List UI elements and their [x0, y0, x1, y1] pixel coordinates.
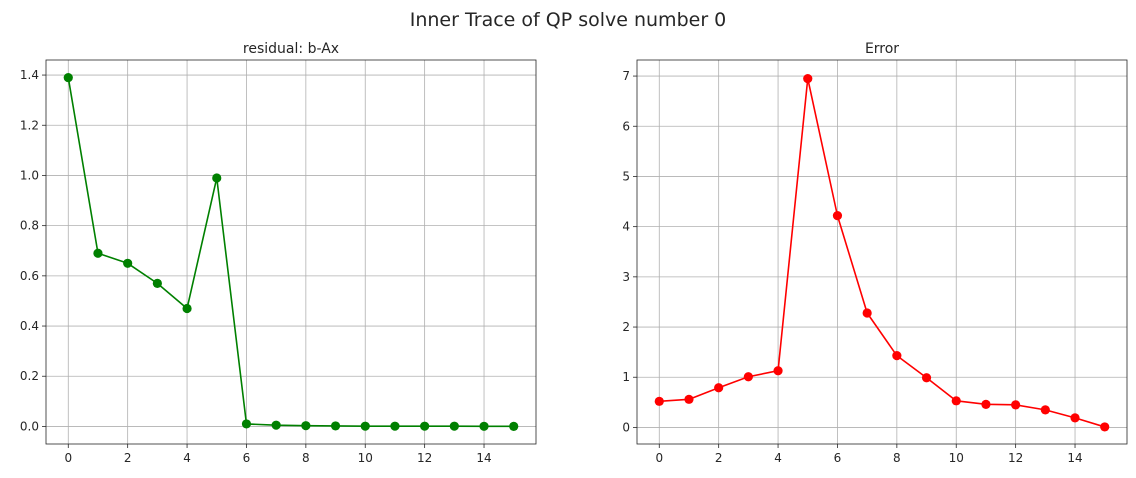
error-data-point	[862, 308, 872, 318]
residual-data-point	[212, 173, 222, 183]
residual-y-tick-label: 0.2	[20, 369, 39, 383]
residual-data-point	[449, 421, 459, 431]
error-data-point	[743, 372, 753, 382]
residual-x-tick-label: 6	[243, 451, 251, 465]
residual-y-tick-label: 1.4	[20, 68, 39, 82]
residual-x-tick-label: 0	[64, 451, 72, 465]
error-data-point	[892, 351, 902, 361]
residual-data-point	[301, 421, 311, 431]
error-x-tick-label: 4	[774, 451, 782, 465]
error-data-point	[951, 396, 961, 406]
residual-data-point	[63, 72, 73, 83]
error-data-point	[1070, 413, 1080, 423]
residual-data-point	[360, 421, 370, 431]
error-x-tick-label: 10	[949, 451, 964, 465]
error-x-tick-label: 0	[655, 451, 663, 465]
error-y-tick-label: 7	[622, 69, 630, 83]
error-x-tick-label: 2	[715, 451, 723, 465]
error-data-point	[684, 394, 694, 404]
residual-data-point	[390, 421, 400, 431]
error-series-line	[659, 77, 1105, 428]
error-data-point	[1040, 405, 1050, 415]
error-data-point	[773, 366, 783, 376]
residual-data-point	[241, 419, 252, 429]
residual-data-point	[182, 303, 192, 314]
residual-data-point	[152, 278, 162, 288]
error-x-tick-label: 6	[834, 451, 842, 465]
residual-chart-title: residual: b-Ax	[243, 41, 339, 57]
residual-data-point	[271, 420, 281, 430]
residual-series-line	[67, 77, 514, 428]
error-y-tick-label: 3	[622, 270, 630, 284]
residual-data-point	[330, 421, 341, 431]
residual-y-tick-label: 0.4	[20, 319, 39, 333]
residual-data-point	[93, 248, 103, 258]
residual-axes-frame	[45, 59, 537, 445]
residual-y-tick-label: 1.0	[20, 168, 39, 182]
error-x-tick-label: 14	[1067, 451, 1082, 465]
error-data-point	[981, 399, 991, 409]
residual-x-tick-label: 12	[417, 451, 432, 465]
error-chart-title: Error	[865, 41, 899, 57]
residual-y-tick-label: 1.2	[20, 118, 39, 132]
residual-x-tick-label: 14	[476, 451, 491, 465]
error-data-point	[832, 211, 843, 221]
error-y-tick-label: 6	[622, 119, 630, 133]
residual-y-tick-label: 0.8	[20, 219, 39, 233]
error-data-point	[803, 73, 813, 84]
residual-x-tick-label: 10	[358, 451, 373, 465]
error-x-tick-label: 8	[893, 451, 901, 465]
residual-data-point	[123, 258, 133, 268]
residual-data-point	[420, 421, 430, 431]
error-data-point	[1011, 400, 1021, 410]
residual-data-point	[479, 421, 489, 431]
error-y-tick-label: 5	[622, 169, 630, 183]
error-y-tick-label: 1	[622, 370, 630, 384]
error-x-tick-label: 12	[1008, 451, 1023, 465]
residual-data-point	[509, 421, 519, 431]
error-y-tick-label: 2	[622, 320, 630, 334]
residual-x-tick-label: 4	[183, 451, 191, 465]
error-y-tick-label: 0	[622, 420, 630, 434]
error-data-point	[654, 396, 664, 406]
error-y-tick-label: 4	[622, 220, 630, 234]
residual-y-tick-label: 0.6	[20, 269, 39, 283]
figure-title: Inner Trace of QP solve number 0	[410, 9, 727, 31]
error-data-point	[1100, 422, 1110, 432]
error-data-point	[921, 373, 932, 383]
error-data-point	[714, 383, 724, 393]
error-axes-frame	[636, 59, 1128, 445]
residual-chart: 0 2 4 6 8 10 12 14 0.0 0.2 0.4 0.6 0.8 1.0 1.2 1.4 resid…	[20, 41, 537, 465]
residual-x-tick-label: 2	[124, 451, 132, 465]
residual-x-tick-label: 8	[302, 451, 310, 465]
residual-y-tick-label: 0.0	[20, 419, 39, 433]
